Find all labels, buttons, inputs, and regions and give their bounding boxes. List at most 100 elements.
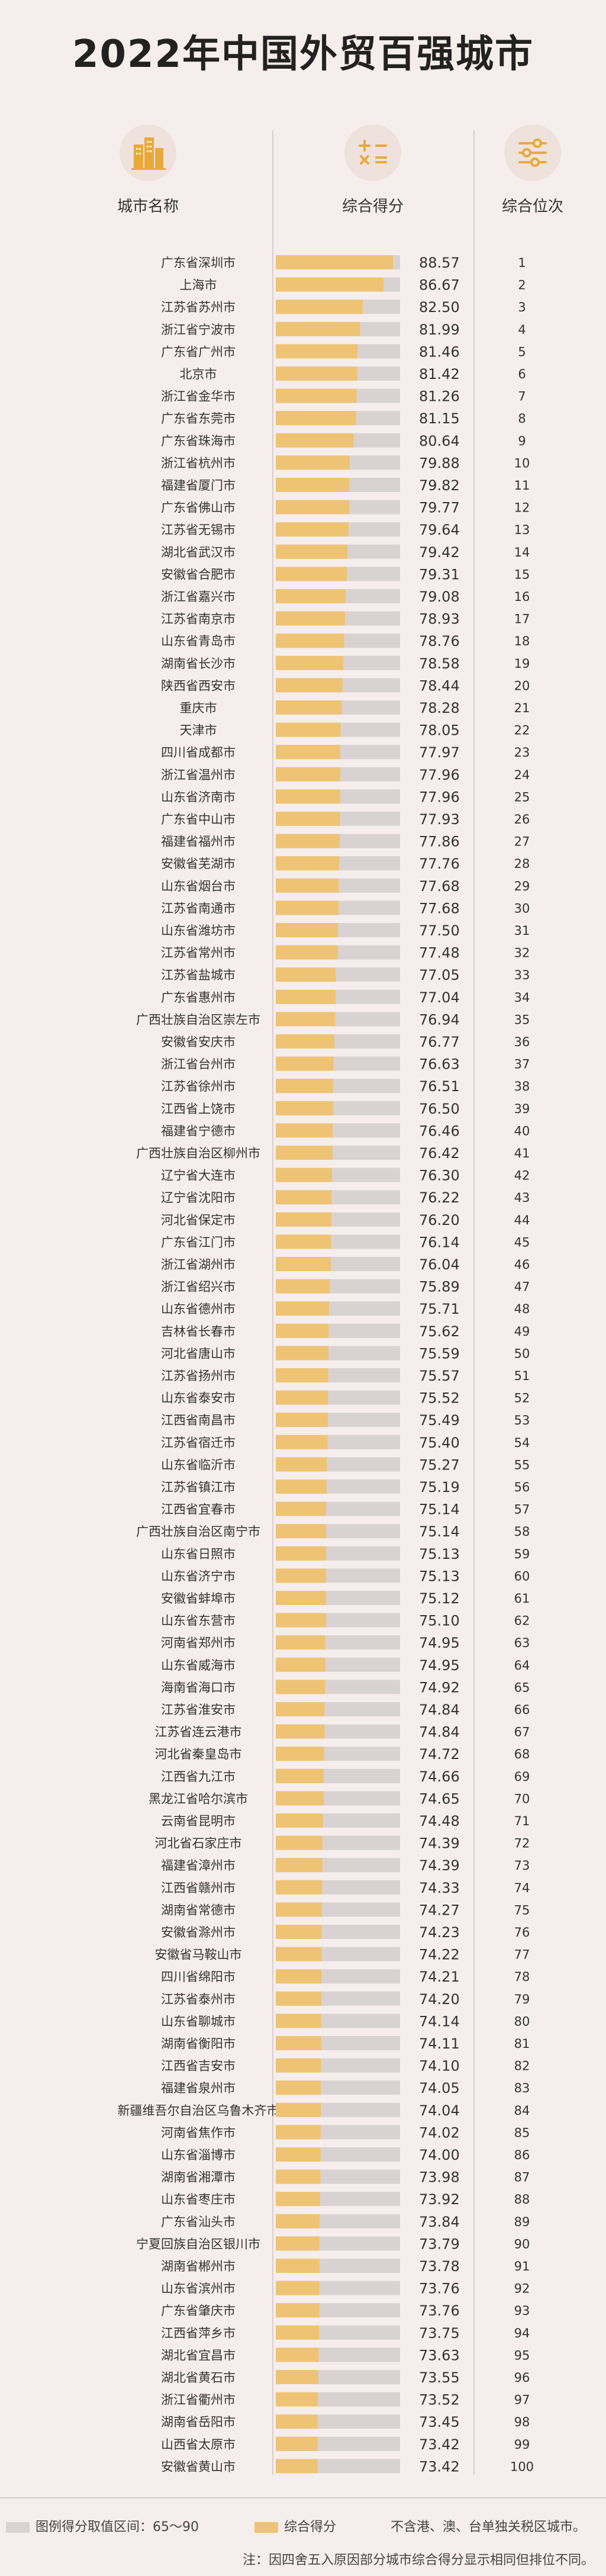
rank-label: 45 [514,1235,530,1249]
rank-label: 14 [514,545,530,559]
score-bar [276,1546,327,1561]
city-name-label: 河北省保定市 [161,1213,236,1227]
city-name-label: 安徽省合肥市 [161,567,236,581]
score-value-label: 74.84 [419,1724,460,1741]
score-value-label: 75.14 [419,1501,460,1518]
score-value-label: 79.77 [419,500,460,516]
city-name-label: 安徽省芜湖市 [161,857,236,871]
score-value-label: 76.63 [419,1056,460,1073]
city-name-label: 湖南省衡阳市 [161,2037,236,2051]
score-value-label: 75.13 [419,1568,460,1584]
score-legend: 综合得分 [254,2516,336,2535]
score-value-label: 77.93 [419,811,460,828]
table-row: 江西省萍乡市 73.75 94 [161,2325,530,2342]
score-bar [276,1435,328,1449]
table-row: 江苏省宿迁市 75.40 54 [161,1435,530,1451]
table-row: 江苏省扬州市 75.57 51 [161,1368,530,1384]
score-bar [276,455,350,470]
track-swatch [6,2522,30,2533]
table-row: 安徽省马鞍山市 74.22 77 [155,1947,530,1963]
score-bar [276,1146,333,1160]
rank-label: 16 [514,590,530,604]
score-value-label: 82.50 [419,299,460,316]
score-bar [276,945,338,960]
rank-label: 1 [518,256,526,270]
score-bar [276,834,340,848]
score-value-label: 79.42 [419,544,460,561]
rank-label: 61 [514,1591,530,1606]
score-bar [276,1947,322,1961]
rank-label: 12 [514,501,530,515]
rank-label: 10 [514,456,530,470]
score-header-label: 综合得分 [341,198,404,216]
rank-label: 8 [518,411,526,426]
rank-label: 26 [514,812,530,826]
rank-label: 20 [514,678,530,693]
table-row: 江苏省常州市 77.48 32 [161,945,530,961]
rank-label: 19 [514,657,530,671]
score-bar [276,1501,327,1516]
rank-label: 83 [514,2081,530,2095]
city-name-label: 山东省滨州市 [161,2282,236,2296]
table-row: 广东省深圳市 88.57 1 [161,255,526,271]
score-bar [276,1480,327,1494]
score-value-label: 74.95 [419,1657,460,1674]
score-bar [276,1591,327,1605]
table-row: 湖北省武汉市 79.42 14 [161,544,530,561]
score-value-label: 78.44 [419,677,460,694]
score-value-label: 75.52 [419,1390,460,1407]
rank-label: 41 [514,1146,530,1160]
rank-label: 53 [514,1413,530,1427]
score-bar [276,1034,334,1049]
table-row: 山东省济南市 77.96 25 [161,789,530,805]
city-name-label: 广东省惠州市 [161,990,236,1005]
score-bar [276,967,336,982]
table-row: 山东省潍坊市 77.50 31 [161,922,530,939]
score-bar [276,2169,321,2184]
score-value-label: 74.66 [419,1768,460,1785]
city-name-label: 山东省德州市 [161,1302,236,1316]
score-value-label: 74.92 [419,1679,460,1696]
table-row: 江苏省徐州市 76.51 38 [161,1078,530,1095]
city-name-label: 北京市 [180,367,217,381]
table-row: 山东省济宁市 75.13 60 [161,1568,530,1584]
score-value-label: 88.57 [419,255,460,271]
rank-label: 55 [514,1458,530,1472]
score-value-label: 74.20 [419,1991,460,2008]
score-value-label: 76.94 [419,1011,460,1028]
city-name-label: 山东省烟台市 [161,879,236,893]
table-row: 浙江省嘉兴市 79.08 16 [161,588,530,605]
city-name-label: 江苏省扬州市 [161,1369,236,1383]
rank-label: 15 [514,567,530,581]
rank-label: 9 [518,434,526,448]
rank-label: 80 [514,2014,530,2028]
score-value-label: 75.59 [419,1345,460,1362]
score-value-label: 76.46 [419,1123,460,1139]
score-value-label: 75.49 [419,1412,460,1429]
score-bar [276,411,356,426]
rank-label: 92 [514,2282,530,2296]
score-value-label: 80.64 [419,433,460,449]
score-value-label: 76.51 [419,1078,460,1095]
score-bar [276,2102,321,2117]
rank-label: 44 [514,1213,530,1227]
city-name-label: 广东省深圳市 [161,256,236,270]
rank-label: 13 [514,523,530,537]
score-bar [276,1768,324,1783]
score-bar [276,767,340,782]
score-value-label: 75.19 [419,1479,460,1496]
city-name-label: 黑龙江省哈尔滨市 [149,1792,248,1806]
rank-label: 46 [514,1258,530,1272]
score-value-label: 75.71 [419,1301,460,1317]
score-bar [276,1012,336,1027]
score-value-label: 77.86 [419,834,460,850]
city-name-label: 江西省上饶市 [161,1102,236,1116]
score-bar [276,2325,320,2340]
table-row: 广东省佛山市 79.77 12 [161,500,530,516]
table-row: 安徽省芜湖市 77.76 28 [161,856,530,872]
table-row: 广东省东莞市 81.15 8 [161,410,526,427]
table-row: 安徽省合肥市 79.31 15 [161,566,530,583]
table-row: 福建省厦门市 79.82 11 [161,477,530,494]
score-bar [276,745,340,760]
